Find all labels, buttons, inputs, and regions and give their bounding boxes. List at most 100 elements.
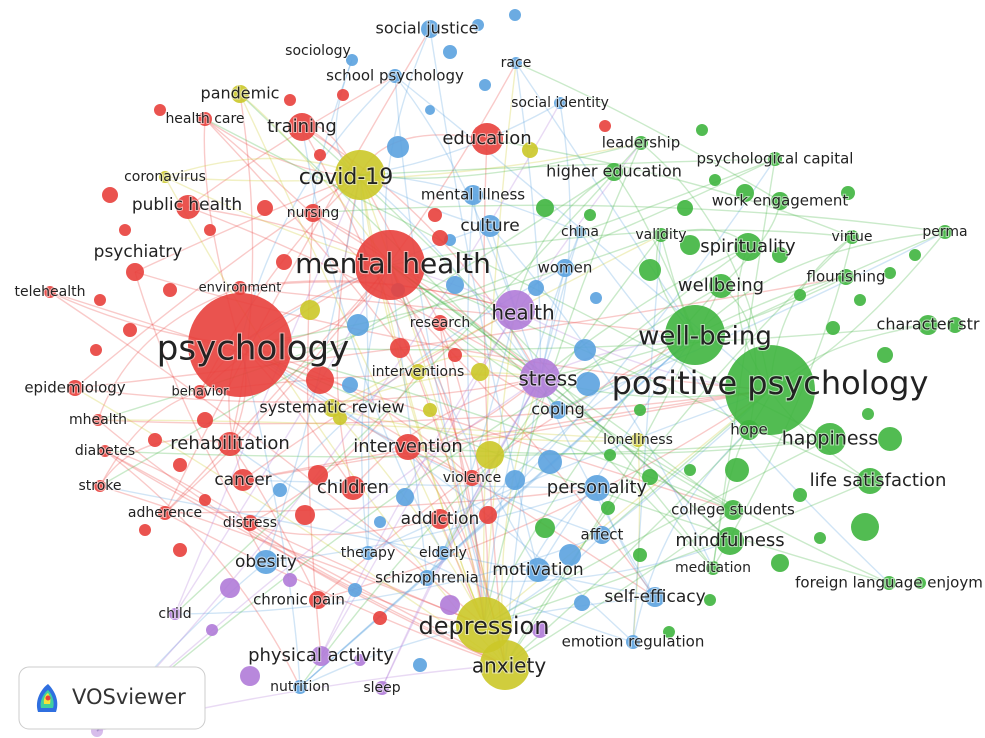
edge <box>96 102 561 732</box>
node-label: character str <box>877 315 980 334</box>
node <box>505 470 525 490</box>
node-label: affect <box>581 526 624 544</box>
node <box>584 209 596 221</box>
node <box>432 230 448 246</box>
edge <box>539 231 581 379</box>
node-label: public health <box>132 195 242 215</box>
node-label: systematic review <box>259 398 404 417</box>
node-label: education <box>442 128 531 149</box>
node-label: physical activity <box>248 645 394 666</box>
node-label: happiness <box>782 428 879 450</box>
edge <box>336 174 361 489</box>
edge <box>359 158 776 176</box>
edge <box>359 174 485 626</box>
edge <box>239 93 391 266</box>
node <box>348 583 362 597</box>
node-label: adherence <box>128 505 202 521</box>
node <box>410 364 426 380</box>
edge <box>331 407 639 442</box>
node <box>456 597 512 653</box>
edge <box>389 264 890 584</box>
edge <box>134 271 267 563</box>
edge <box>164 264 391 514</box>
node-label: school psychology <box>326 67 464 85</box>
node <box>199 494 211 506</box>
node <box>634 136 648 150</box>
node-label: epidemiology <box>24 379 125 397</box>
node <box>163 283 177 297</box>
node <box>814 423 846 455</box>
node-label: self-efficacy <box>604 587 705 607</box>
edge <box>187 206 541 379</box>
edge <box>265 487 598 563</box>
node <box>479 506 497 524</box>
node-label: interventions <box>372 364 465 380</box>
edge <box>97 419 506 666</box>
edge <box>632 439 641 643</box>
node <box>739 420 759 440</box>
node-label: therapy <box>341 545 395 561</box>
node <box>947 317 963 333</box>
edge <box>389 264 731 542</box>
node <box>154 104 166 116</box>
node <box>337 89 349 101</box>
node-label: chronic pain <box>253 591 345 609</box>
node <box>354 654 366 666</box>
node <box>193 385 207 399</box>
node-label: wellbeing <box>678 275 764 296</box>
node <box>446 276 464 294</box>
edge <box>174 534 603 615</box>
node <box>704 594 716 606</box>
edge <box>367 389 771 554</box>
node <box>684 464 696 476</box>
edge <box>331 372 541 409</box>
node <box>421 20 439 38</box>
edge <box>134 271 771 391</box>
edge <box>164 512 506 666</box>
node <box>159 171 171 183</box>
node-label: depression <box>419 612 550 640</box>
node <box>173 543 187 557</box>
edge <box>417 371 485 626</box>
node-label: violence <box>443 470 501 486</box>
edge <box>381 377 541 689</box>
node-label: psychology <box>157 329 349 369</box>
node <box>254 550 278 574</box>
edge <box>557 231 946 411</box>
node <box>476 441 504 469</box>
node-label: sociology <box>285 43 351 59</box>
node <box>841 186 855 200</box>
edge <box>187 75 396 208</box>
edge <box>97 419 639 441</box>
node <box>532 622 548 638</box>
node <box>123 323 137 337</box>
edge <box>482 62 517 626</box>
node-label: foreign language enjoym <box>795 574 983 592</box>
edge <box>242 479 598 489</box>
node <box>341 476 365 500</box>
node-label: emotion regulation <box>562 633 705 651</box>
node <box>914 577 926 589</box>
node-label: social justice <box>376 19 479 38</box>
node-label: coping <box>531 400 584 419</box>
node <box>448 348 462 362</box>
edge <box>467 194 485 626</box>
edge <box>442 309 516 554</box>
node-label: mental health <box>295 247 491 280</box>
edge <box>394 75 506 666</box>
edge <box>483 438 831 626</box>
edge <box>239 93 506 666</box>
node <box>388 69 402 83</box>
edge <box>389 264 539 571</box>
node-label: work engagement <box>712 192 849 210</box>
node <box>556 259 574 277</box>
node <box>772 247 788 263</box>
edge <box>359 174 370 554</box>
node <box>463 185 483 205</box>
node-label: china <box>561 224 599 240</box>
node <box>882 576 896 590</box>
node <box>793 488 807 502</box>
edge <box>104 450 506 666</box>
node <box>44 286 56 298</box>
edge <box>352 377 541 489</box>
